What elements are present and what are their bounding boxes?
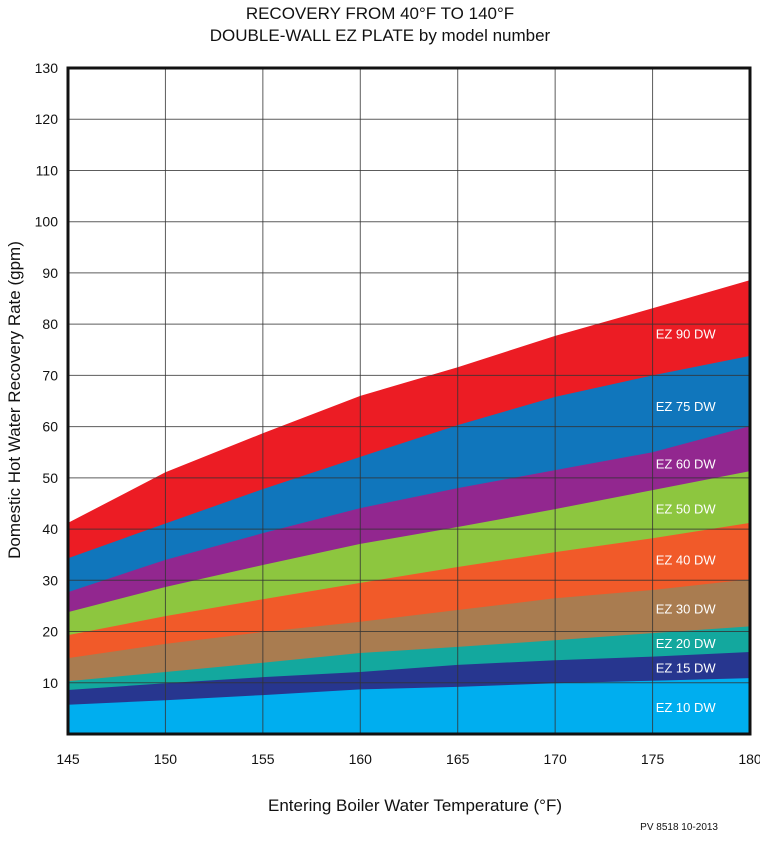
y-tick-label: 20 xyxy=(42,624,58,640)
x-tick-label: 175 xyxy=(641,751,665,767)
x-tick-label: 160 xyxy=(349,751,373,767)
series-label: EZ 10 DW xyxy=(656,700,717,715)
series-label: EZ 40 DW xyxy=(656,553,717,568)
series-label: EZ 90 DW xyxy=(656,327,717,342)
y-tick-label: 100 xyxy=(35,214,59,230)
y-tick-label: 40 xyxy=(42,521,58,537)
y-tick-label: 110 xyxy=(36,162,59,178)
chart-title-line-2: DOUBLE-WALL EZ PLATE by model number xyxy=(209,26,551,45)
y-tick-label: 10 xyxy=(42,675,58,691)
x-tick-label: 180 xyxy=(738,751,760,767)
x-tick-label: 165 xyxy=(446,751,470,767)
series-label: EZ 30 DW xyxy=(656,602,717,617)
x-tick-label: 145 xyxy=(56,751,80,767)
series-label: EZ 50 DW xyxy=(656,501,717,516)
y-tick-label: 70 xyxy=(42,367,58,383)
x-tick-label: 150 xyxy=(154,751,178,767)
y-tick-label: 120 xyxy=(35,111,59,127)
chart-title-line-1: RECOVERY FROM 40°F TO 140°F xyxy=(245,4,515,23)
series-label: EZ 20 DW xyxy=(656,636,717,651)
footnote: PV 8518 10-2013 xyxy=(640,822,718,833)
area-ez-10-dw xyxy=(68,678,750,734)
y-tick-label: 60 xyxy=(42,419,58,435)
series-label: EZ 15 DW xyxy=(656,660,717,675)
series-label: EZ 60 DW xyxy=(656,457,717,472)
y-tick-label: 80 xyxy=(42,316,58,332)
series-label: EZ 75 DW xyxy=(656,399,717,414)
y-tick-label: 130 xyxy=(35,60,59,76)
plot-border xyxy=(66,66,752,736)
y-tick-label: 90 xyxy=(42,265,58,281)
y-tick-label: 50 xyxy=(42,470,58,486)
x-axis-label: Entering Boiler Water Temperature (°F) xyxy=(267,796,562,815)
y-tick-label: 30 xyxy=(42,572,58,588)
x-tick-label: 170 xyxy=(543,751,567,767)
x-tick-label: 155 xyxy=(251,751,275,767)
